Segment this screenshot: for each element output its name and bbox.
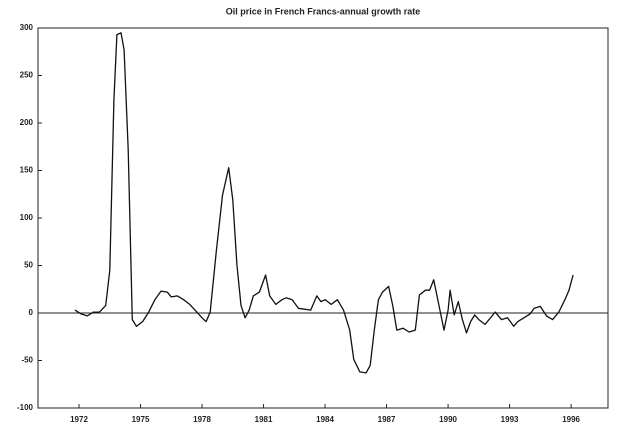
x-tick-label: 1984 (316, 415, 334, 424)
y-tick-label: 250 (20, 71, 34, 80)
chart-title: Oil price in French Francs-annual growth… (226, 6, 421, 16)
y-tick-label: 100 (20, 213, 34, 222)
x-tick-label: 1981 (255, 415, 273, 424)
x-tick-label: 1990 (439, 415, 457, 424)
x-tick-label: 1993 (501, 415, 519, 424)
data-line (74, 32, 574, 374)
x-tick-label: 1987 (378, 415, 396, 424)
y-tick-label: 0 (29, 308, 34, 317)
y-tick-label: -50 (21, 356, 33, 365)
x-tick-label: 1975 (132, 415, 150, 424)
y-tick-label: 150 (20, 166, 34, 175)
y-tick-label: 200 (20, 118, 34, 127)
y-tick-label: 300 (20, 23, 34, 32)
plot-frame (37, 27, 609, 409)
x-tick-label: 1978 (193, 415, 211, 424)
x-tick-label: 1996 (562, 415, 580, 424)
y-tick-label: 50 (24, 261, 33, 270)
y-tick-label: -100 (17, 403, 34, 412)
x-tick-label: 1972 (70, 415, 88, 424)
